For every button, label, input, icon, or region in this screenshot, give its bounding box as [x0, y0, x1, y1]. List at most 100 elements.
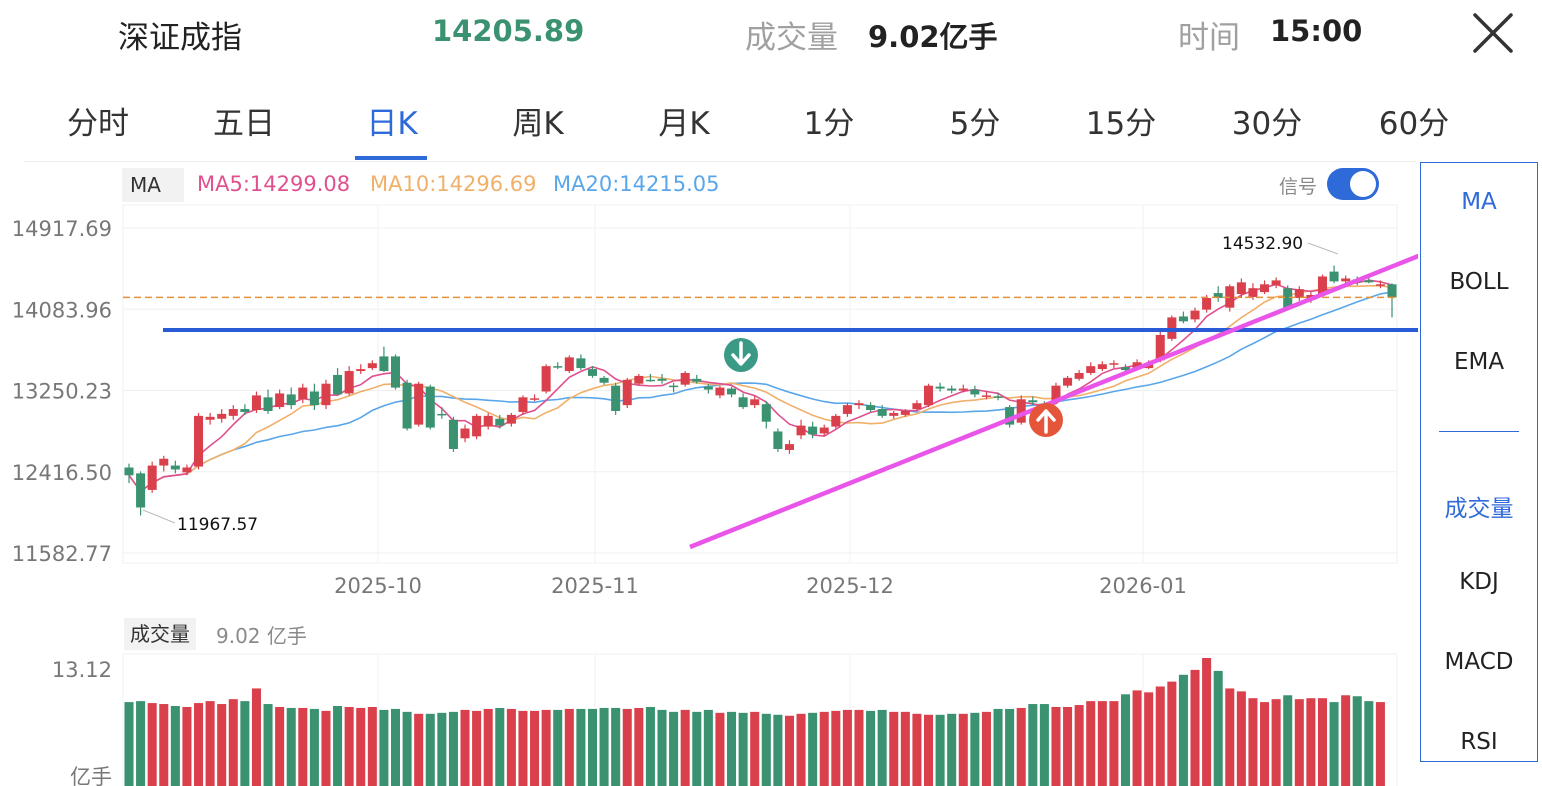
candle-body: [1236, 282, 1246, 295]
volume-bar: [159, 704, 169, 786]
candle-body: [1120, 367, 1131, 371]
volume-bar: [472, 710, 482, 786]
candle-body: [1190, 310, 1200, 320]
candle-body: [414, 383, 424, 425]
candle-body: [124, 467, 134, 476]
tab-3[interactable]: 周K: [512, 106, 564, 142]
candle-body: [1260, 284, 1270, 293]
tab-0[interactable]: 分时: [67, 106, 129, 142]
volume-bar: [669, 711, 679, 786]
volume-bar: [495, 707, 505, 786]
volume-bar: [738, 712, 748, 786]
volume-bar: [1086, 701, 1096, 786]
buy-signal-icon[interactable]: [1029, 403, 1063, 437]
time-value: 15:00: [1270, 14, 1363, 48]
kline-chart[interactable]: 14917.69 14083.96 13250.23 12416.50 11582.77…: [0, 162, 1418, 786]
tab-4[interactable]: 月K: [658, 106, 710, 142]
candle-body: [472, 415, 482, 437]
volume-bar: [263, 704, 273, 786]
volume-bar: [1051, 706, 1061, 786]
candle-body: [1364, 280, 1374, 283]
trend-line: [689, 253, 1418, 550]
signal-label: 信号: [1279, 176, 1318, 198]
candle-body: [889, 412, 899, 416]
close-button[interactable]: [1470, 10, 1516, 56]
candle-body: [692, 378, 702, 382]
volume-bar: [228, 699, 238, 786]
candle-body: [228, 409, 238, 416]
tab-6[interactable]: 5分: [949, 106, 1001, 142]
candle-body: [298, 387, 308, 400]
volume-bar: [866, 710, 876, 786]
volume-bar: [1213, 670, 1223, 786]
candle-body: [993, 396, 1003, 398]
candle-body: [159, 458, 169, 466]
volume-plot-frame: [122, 653, 1398, 786]
tab-9[interactable]: 60分: [1378, 106, 1450, 142]
volume-bar: [680, 709, 690, 786]
volume-bar: [1167, 681, 1177, 786]
candle-body: [1283, 288, 1293, 308]
candle-body: [599, 377, 609, 383]
candle-body: [379, 356, 389, 372]
volume-bar: [750, 711, 760, 786]
indicator-rsi[interactable]: RSI: [1460, 729, 1498, 755]
x-tick-label: 2025-10: [334, 574, 422, 598]
indicator-macd[interactable]: MACD: [1444, 649, 1514, 675]
candle-body: [530, 398, 540, 400]
volume-bar: [194, 703, 204, 786]
candle-body: [576, 358, 586, 369]
indicator-volume[interactable]: 成交量: [1444, 496, 1514, 522]
volume-bar: [1317, 698, 1327, 786]
candle-body: [1271, 280, 1281, 286]
volume-bar: [703, 709, 713, 786]
index-name: 深证成指: [118, 20, 242, 56]
ma20-line: [128, 291, 1393, 493]
indicator-boll[interactable]: BOLL: [1449, 269, 1509, 295]
candle-body: [182, 467, 192, 473]
volume-bar: [1005, 708, 1015, 786]
ma-selector[interactable]: MA: [122, 168, 184, 202]
tab-8[interactable]: 30分: [1231, 106, 1303, 142]
volume-bar: [564, 708, 574, 786]
candle-body: [866, 405, 876, 411]
close-icon: [1473, 13, 1513, 53]
tab-5[interactable]: 1分: [803, 106, 855, 142]
volume-selector[interactable]: 成交量: [124, 618, 196, 650]
sell-signal-icon[interactable]: [724, 338, 758, 372]
candle-body: [205, 416, 215, 420]
indicator-ma[interactable]: MA: [1461, 189, 1497, 215]
candle-body: [715, 387, 725, 396]
signal-toggle[interactable]: [1327, 168, 1379, 200]
volume-bar: [599, 707, 609, 786]
volume-panel-value: 9.02 亿手: [216, 624, 307, 648]
ma10-line: [128, 285, 1393, 493]
candle-body: [1248, 288, 1258, 297]
volume-bar: [935, 714, 945, 786]
volume-bar: [379, 709, 389, 786]
volume-bar: [1074, 705, 1084, 786]
volume-bar: [1306, 698, 1316, 786]
volume-bar: [425, 713, 435, 786]
candle-body: [1178, 316, 1188, 322]
candle-body: [1317, 276, 1327, 295]
tab-1[interactable]: 五日: [213, 106, 275, 142]
volume-bar: [205, 701, 215, 786]
tab-2[interactable]: 日K: [366, 106, 418, 142]
volume-bar: [356, 707, 366, 786]
volume-bar: [437, 712, 447, 786]
candle-body: [170, 465, 180, 470]
volume-bar: [309, 708, 319, 786]
candle-body: [1341, 278, 1351, 282]
tab-7[interactable]: 15分: [1085, 106, 1157, 142]
volume-bar: [842, 709, 852, 786]
indicator-ema[interactable]: EMA: [1453, 349, 1505, 375]
volume-bar: [947, 713, 957, 786]
candle-body: [587, 369, 598, 376]
volume-bar: [645, 706, 655, 786]
candle-body: [147, 465, 157, 490]
volume-bar: [808, 712, 818, 786]
volume-bar: [1063, 706, 1073, 786]
indicator-kdj[interactable]: KDJ: [1459, 569, 1499, 595]
volume-bar: [1341, 695, 1351, 786]
